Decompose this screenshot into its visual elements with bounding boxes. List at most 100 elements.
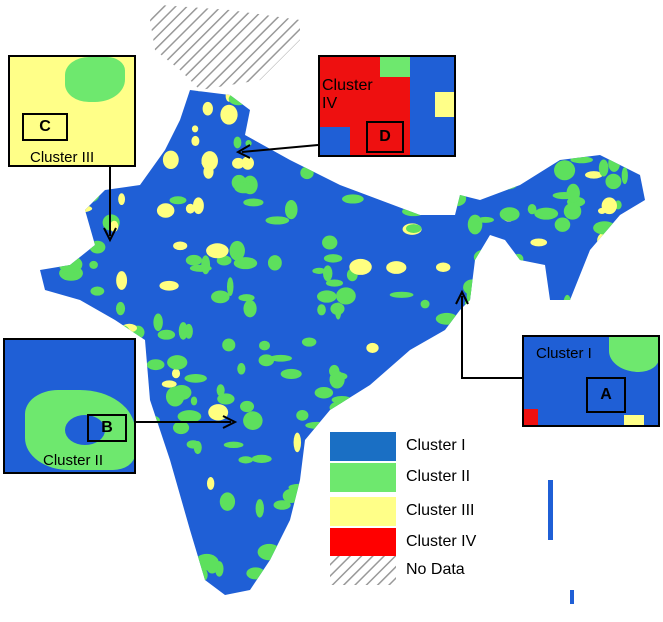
district	[323, 254, 343, 263]
district	[62, 242, 69, 260]
district	[493, 419, 509, 428]
inset-label: Cluster III	[30, 149, 95, 166]
district	[303, 90, 319, 99]
district	[228, 92, 249, 106]
district	[499, 207, 520, 222]
district	[424, 370, 441, 384]
district	[466, 286, 478, 305]
district	[495, 323, 503, 331]
district	[523, 122, 544, 132]
district	[580, 141, 599, 149]
district	[66, 206, 82, 226]
district	[243, 299, 257, 318]
legend-swatch	[330, 528, 396, 557]
district	[257, 543, 281, 561]
district	[40, 193, 49, 209]
district	[73, 503, 97, 510]
district	[173, 421, 190, 435]
district	[610, 510, 621, 523]
district	[406, 224, 422, 233]
district	[462, 404, 485, 412]
district	[312, 267, 326, 274]
district	[331, 423, 346, 433]
district	[89, 240, 106, 254]
district	[484, 92, 501, 103]
district	[216, 384, 225, 397]
district	[598, 274, 620, 286]
district	[340, 156, 350, 164]
inset-c: C Cluster III	[8, 55, 136, 167]
district	[605, 90, 623, 95]
district	[602, 450, 610, 469]
district	[473, 249, 493, 265]
district	[572, 438, 590, 450]
district	[510, 296, 524, 303]
district	[532, 581, 543, 593]
district	[202, 101, 213, 116]
district	[70, 526, 80, 541]
district	[401, 356, 416, 365]
district	[607, 526, 624, 535]
district	[618, 90, 637, 98]
district	[507, 389, 522, 405]
district	[41, 581, 64, 594]
district	[447, 191, 467, 207]
district	[265, 216, 290, 225]
district	[470, 326, 489, 346]
district	[482, 583, 503, 592]
district	[174, 505, 182, 513]
district	[161, 380, 177, 388]
district	[563, 202, 582, 220]
district	[173, 241, 188, 251]
district	[587, 564, 600, 575]
district	[464, 139, 478, 152]
district	[293, 432, 302, 453]
district	[159, 94, 177, 110]
district	[459, 400, 480, 417]
inset-d: Cluster IV D	[318, 55, 456, 157]
district	[245, 140, 252, 147]
district	[322, 235, 338, 250]
district	[115, 301, 126, 316]
district	[506, 164, 523, 179]
district	[548, 436, 555, 449]
district	[593, 221, 616, 235]
district	[86, 533, 97, 543]
district	[510, 555, 533, 574]
district	[226, 277, 234, 297]
district	[141, 104, 150, 117]
legend-label: Cluster I	[406, 437, 466, 454]
district	[501, 100, 523, 118]
inset-b: B Cluster II	[3, 338, 136, 474]
legend-swatch	[330, 463, 396, 492]
district	[440, 356, 452, 368]
district	[483, 164, 490, 182]
district	[223, 441, 244, 449]
district	[418, 362, 431, 374]
district	[498, 434, 518, 443]
district	[627, 485, 637, 506]
district	[232, 157, 245, 169]
district	[115, 325, 130, 339]
district	[296, 409, 309, 421]
district	[259, 340, 270, 351]
district	[185, 203, 195, 214]
district	[601, 494, 618, 501]
district	[314, 387, 334, 399]
district	[91, 563, 102, 574]
district	[70, 529, 78, 547]
district	[616, 265, 639, 280]
district	[145, 107, 154, 116]
district	[167, 355, 188, 370]
district	[69, 204, 93, 213]
district	[632, 154, 645, 167]
district	[243, 198, 264, 207]
inset-box: D	[366, 121, 404, 153]
district	[47, 175, 55, 182]
district	[243, 411, 263, 430]
district	[530, 238, 548, 247]
district	[58, 255, 83, 274]
district	[156, 203, 175, 218]
district	[343, 170, 354, 178]
district	[121, 323, 137, 333]
